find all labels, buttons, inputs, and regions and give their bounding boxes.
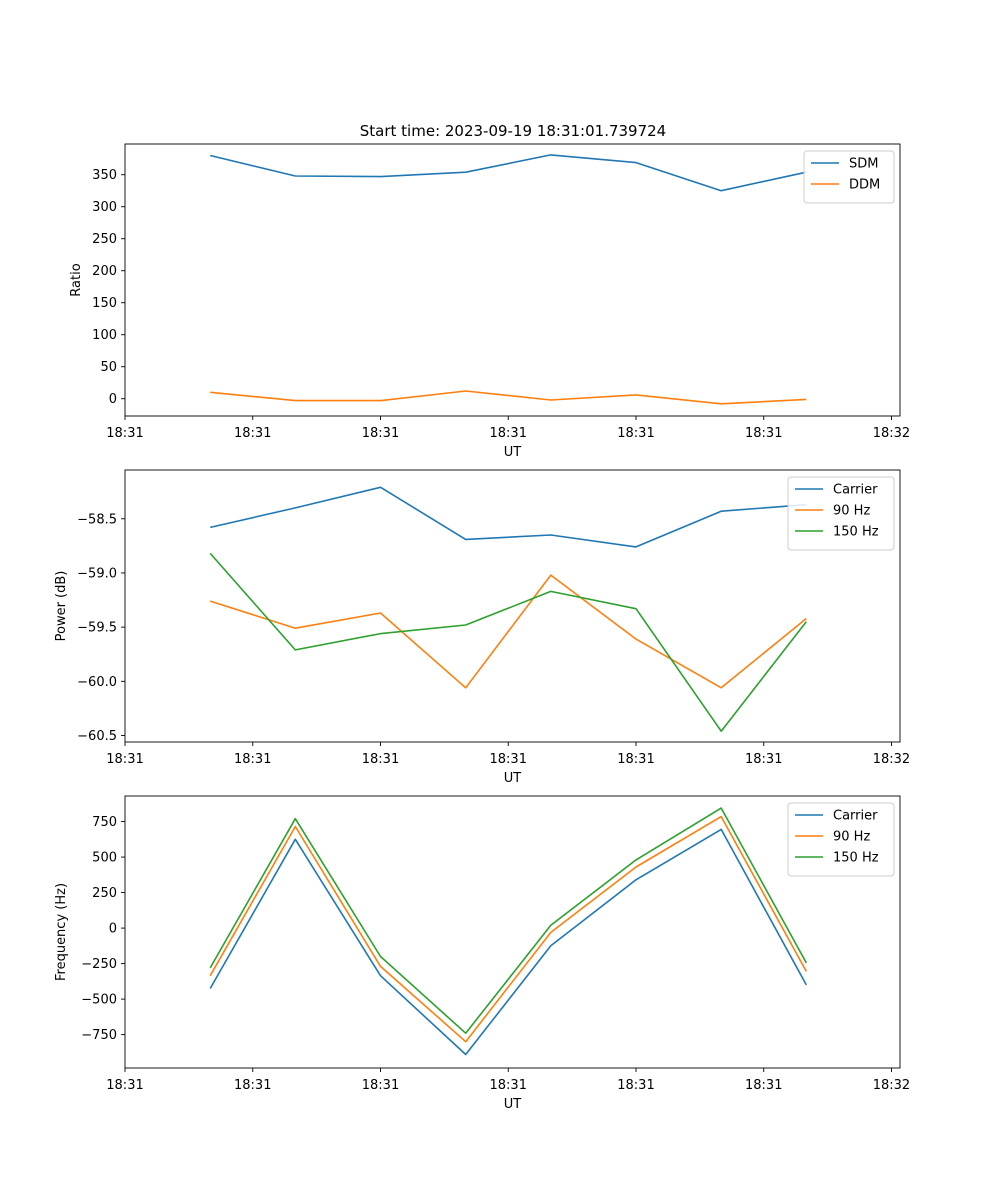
- x-tick-label: 18:31: [106, 1078, 143, 1093]
- x-tick-label: 18:32: [873, 426, 910, 441]
- y-tick-label: 300: [92, 200, 117, 215]
- legend-label: SDM: [849, 157, 878, 172]
- legend: SDM DDM: [803, 150, 895, 204]
- legend-label: 90 Hz: [833, 504, 870, 519]
- y-tick-label: −59.0: [77, 566, 117, 581]
- x-tick-label: 18:31: [745, 752, 782, 767]
- x-tick-label: 18:31: [617, 426, 654, 441]
- x-tick-label: 18:31: [490, 1078, 527, 1093]
- y-axis-label: Frequency (Hz): [54, 883, 69, 981]
- series-line-90-hz: [209, 574, 807, 689]
- y-tick-label: −750: [81, 1028, 117, 1043]
- series-line-carrier: [209, 828, 808, 1056]
- chart-panel-2: 18:31 18:31 18:31 18:31 18:31 18:31 18:32 −60.5…: [54, 469, 910, 786]
- x-tick-label: 18:31: [234, 1078, 271, 1093]
- y-tick-label: 200: [92, 264, 117, 279]
- legend-label: 90 Hz: [833, 830, 870, 845]
- y-tick-label: −500: [81, 993, 117, 1008]
- series-line-carrier: [210, 486, 807, 548]
- axes-frame: [124, 469, 901, 743]
- y-axis-label: Ratio: [69, 263, 84, 296]
- y-tick-label: 0: [109, 392, 117, 407]
- legend-box: [803, 150, 895, 204]
- axes-frame: [124, 143, 901, 417]
- chart-panel-3: 18:31 18:31 18:31 18:31 18:31 18:31 18:32 −750 −…: [54, 795, 910, 1112]
- x-tick-label: 18:31: [362, 1078, 399, 1093]
- series-line-150-hz: [209, 552, 807, 733]
- y-tick-label: 750: [92, 815, 117, 830]
- chart-panel-1: 18:31 18:31 18:31 18:31 18:31 18:31 18:32 0 50 10…: [69, 143, 910, 460]
- x-axis-label: UT: [504, 1097, 522, 1112]
- y-tick-label: 100: [92, 328, 117, 343]
- series-line-150-hz: [209, 807, 808, 1034]
- x-tick-label: 18:31: [106, 426, 143, 441]
- x-tick-label: 18:31: [234, 752, 271, 767]
- x-tick-label: 18:31: [106, 752, 143, 767]
- x-tick-label: 18:31: [362, 752, 399, 767]
- legend-label: Carrier: [833, 483, 878, 498]
- x-tick-label: 18:31: [490, 426, 527, 441]
- y-tick-label: −60.5: [77, 729, 117, 744]
- x-tick-label: 18:31: [745, 426, 782, 441]
- x-axis-label: UT: [504, 771, 522, 786]
- series-line-90-hz: [209, 815, 808, 1043]
- y-tick-label: 0: [109, 922, 117, 937]
- x-tick-label: 18:32: [873, 1078, 910, 1093]
- y-axis-label: Power (dB): [54, 571, 69, 642]
- y-tick-label: −58.5: [77, 512, 117, 527]
- x-tick-label: 18:31: [490, 752, 527, 767]
- y-tick-label: 500: [92, 851, 117, 866]
- y-tick-label: 250: [92, 232, 117, 247]
- x-tick-label: 18:31: [617, 752, 654, 767]
- y-tick-label: 350: [92, 168, 117, 183]
- y-tick-label: 50: [100, 360, 117, 375]
- legend-label: 150 Hz: [833, 525, 879, 540]
- figure-title: Start time: 2023-09-19 18:31:01.739724: [360, 122, 666, 140]
- x-tick-label: 18:32: [873, 752, 910, 767]
- axes-frame: [124, 795, 901, 1069]
- x-tick-label: 18:31: [362, 426, 399, 441]
- legend: Carrier 90 Hz 150 Hz: [787, 476, 895, 551]
- series-line-sdm: [210, 154, 807, 192]
- y-tick-label: −59.5: [77, 621, 117, 636]
- legend-label: 150 Hz: [833, 851, 879, 866]
- legend: Carrier 90 Hz 150 Hz: [787, 802, 895, 877]
- x-tick-label: 18:31: [745, 1078, 782, 1093]
- x-tick-label: 18:31: [234, 426, 271, 441]
- series-line-ddm: [210, 390, 807, 405]
- legend-label: Carrier: [833, 809, 878, 824]
- y-tick-label: −250: [81, 957, 117, 972]
- legend-label: DDM: [849, 178, 880, 193]
- x-axis-label: UT: [504, 445, 522, 460]
- y-tick-label: 150: [92, 296, 117, 311]
- plots-container: 18:31 18:31 18:31 18:31 18:31 18:31 18:32 0 50 10…: [54, 143, 910, 1112]
- y-tick-label: −60.0: [77, 675, 117, 690]
- x-tick-label: 18:31: [617, 1078, 654, 1093]
- y-tick-label: 250: [92, 886, 117, 901]
